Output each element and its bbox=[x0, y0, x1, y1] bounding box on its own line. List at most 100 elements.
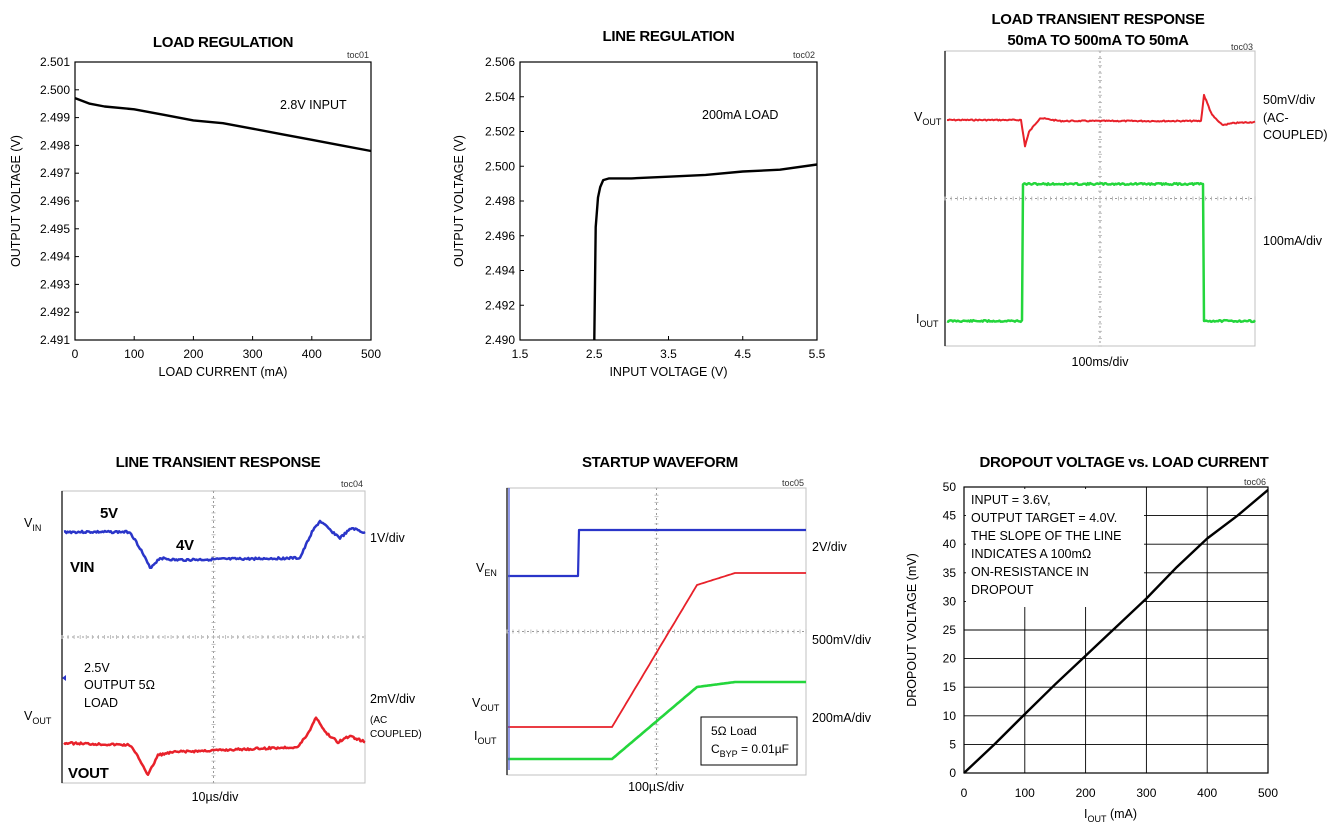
y-tick-label: 2.504 bbox=[485, 90, 515, 104]
trace-label: 5V bbox=[100, 505, 118, 522]
y-tick-label: 2.499 bbox=[40, 111, 70, 125]
iout-trace bbox=[946, 181, 1257, 324]
note-line: LOAD bbox=[84, 696, 118, 710]
vout-trace bbox=[63, 716, 366, 776]
y-tick-label: 0 bbox=[949, 766, 956, 780]
chart-title: STARTUP WAVEFORM bbox=[582, 454, 738, 471]
scale-label: (AC bbox=[370, 715, 387, 726]
x-tick-label: 0 bbox=[72, 347, 79, 361]
figure-tag: toc05 bbox=[782, 478, 804, 488]
annotation-line: OUTPUT TARGET = 4.0V. bbox=[971, 511, 1117, 525]
scale-label: 50mV/div bbox=[1263, 93, 1316, 107]
x-tick-label: 200 bbox=[1076, 786, 1096, 800]
legend-box bbox=[700, 716, 798, 766]
iout-label: IOUT bbox=[474, 729, 497, 746]
y-tick-label: 2.497 bbox=[40, 166, 70, 180]
y-tick-label: 2.492 bbox=[485, 298, 515, 312]
y-tick-label: 20 bbox=[943, 652, 957, 666]
x-axis-label: INPUT VOLTAGE (V) bbox=[609, 365, 727, 379]
y-axis-label: OUTPUT VOLTAGE (V) bbox=[9, 135, 23, 267]
series-line bbox=[74, 96, 372, 153]
chart-title: LINE TRANSIENT RESPONSE bbox=[116, 454, 321, 471]
vout-label: VOUT bbox=[24, 709, 52, 726]
chart-load-regulation: LOAD REGULATION toc01 2.491 2.492 2.493 2.494… bbox=[9, 34, 381, 379]
chart-dropout-voltage: DROPOUT VOLTAGE vs. LOAD CURRENT toc06 0 5 1… bbox=[905, 454, 1278, 824]
annotation-line: INPUT = 3.6V, bbox=[971, 493, 1051, 507]
scale-label: COUPLED) bbox=[1263, 128, 1328, 142]
scale-label: 1V/div bbox=[370, 531, 405, 545]
y-axis-label: DROPOUT VOLTAGE (mV) bbox=[905, 553, 919, 707]
y-tick-label: 10 bbox=[943, 709, 957, 723]
y-tick-label: 2.500 bbox=[485, 159, 515, 173]
y-tick-label: 2.501 bbox=[40, 55, 70, 69]
y-tick-label: 50 bbox=[943, 480, 957, 494]
scale-label: 100mA/div bbox=[1263, 234, 1323, 248]
annotation-line: DROPOUT bbox=[971, 583, 1034, 597]
x-tick-label: 100 bbox=[1015, 786, 1035, 800]
x-tick-label: 400 bbox=[1197, 786, 1217, 800]
x-axis-label: LOAD CURRENT (mA) bbox=[159, 365, 288, 379]
y-tick-label: 2.496 bbox=[485, 229, 515, 243]
figure-tag: toc03 bbox=[1231, 42, 1253, 52]
figure-tag: toc04 bbox=[341, 479, 363, 489]
scale-label: (AC- bbox=[1263, 111, 1289, 125]
x-axis-label: IOUT (mA) bbox=[1084, 807, 1137, 824]
y-tick-label: 2.490 bbox=[485, 333, 515, 347]
chart-startup-waveform: STARTUP WAVEFORM toc05 VEN VOUT IOUT 2V/div 50… bbox=[472, 454, 872, 794]
y-tick-label: 25 bbox=[943, 623, 957, 637]
x-tick-label: 400 bbox=[302, 347, 322, 361]
y-tick-label: 2.498 bbox=[40, 138, 70, 152]
x-axis-label: 100ms/div bbox=[1072, 355, 1130, 369]
y-tick-label: 2.492 bbox=[40, 305, 70, 319]
plot-frame bbox=[519, 61, 818, 341]
annotation-bg bbox=[966, 489, 1144, 607]
x-tick-label: 5.5 bbox=[809, 347, 826, 361]
x-tick-label: 3.5 bbox=[660, 347, 677, 361]
y-tick-label: 2.495 bbox=[40, 222, 70, 236]
chart-load-transient: LOAD TRANSIENT RESPONSE 50mA TO 500mA TO … bbox=[914, 11, 1328, 369]
y-tick-label: 30 bbox=[943, 594, 957, 608]
chart-title: LOAD REGULATION bbox=[153, 34, 293, 51]
y-tick-label: 2.502 bbox=[485, 125, 515, 139]
figure-tag: toc02 bbox=[793, 50, 815, 60]
scale-label: COUPLED) bbox=[370, 729, 422, 740]
legend-line: 5Ω Load bbox=[711, 724, 757, 738]
annotation-line: INDICATES A 100mΩ bbox=[971, 547, 1091, 561]
iout-label: IOUT bbox=[916, 312, 939, 329]
chart-title: LOAD TRANSIENT RESPONSE bbox=[991, 11, 1204, 28]
chart-line-regulation: LINE REGULATION toc02 2.490 2.492 2.494 2.496… bbox=[452, 28, 826, 379]
x-tick-label: 200 bbox=[183, 347, 203, 361]
y-tick-label: 5 bbox=[949, 737, 956, 751]
ground-marker bbox=[62, 675, 66, 681]
iout-trace bbox=[508, 680, 806, 761]
figure-tag: toc06 bbox=[1244, 477, 1266, 487]
vin-label: VIN bbox=[24, 516, 41, 533]
annotation-line: ON-RESISTANCE IN bbox=[971, 565, 1089, 579]
x-tick-label: 1.5 bbox=[512, 347, 529, 361]
x-tick-label: 500 bbox=[1258, 786, 1278, 800]
chart-title: DROPOUT VOLTAGE vs. LOAD CURRENT bbox=[979, 454, 1268, 471]
y-axis-label: OUTPUT VOLTAGE (V) bbox=[452, 135, 466, 267]
figure-tag: toc01 bbox=[347, 50, 369, 60]
y-tick-label: 40 bbox=[943, 537, 957, 551]
legend-line: CBYP = 0.01µF bbox=[711, 742, 789, 759]
series-line bbox=[593, 163, 818, 341]
vin-trace bbox=[63, 519, 366, 570]
scale-label: 500mV/div bbox=[812, 633, 872, 647]
x-tick-label: 4.5 bbox=[734, 347, 751, 361]
ven-label: VEN bbox=[476, 561, 497, 578]
trace-label: VIN bbox=[70, 559, 94, 576]
scale-label: 2mV/div bbox=[370, 692, 416, 706]
x-tick-label: 100 bbox=[124, 347, 144, 361]
vout-label: VOUT bbox=[472, 696, 500, 713]
x-tick-label: 2.5 bbox=[586, 347, 603, 361]
x-axis-label: 10µs/div bbox=[192, 790, 240, 804]
x-tick-label: 500 bbox=[361, 347, 381, 361]
y-tick-label: 2.493 bbox=[40, 277, 70, 291]
scale-label: 2V/div bbox=[812, 540, 847, 554]
y-tick-label: 2.498 bbox=[485, 194, 515, 208]
x-tick-label: 300 bbox=[243, 347, 263, 361]
y-tick-label: 2.494 bbox=[485, 264, 515, 278]
trace-label: 4V bbox=[176, 537, 194, 554]
